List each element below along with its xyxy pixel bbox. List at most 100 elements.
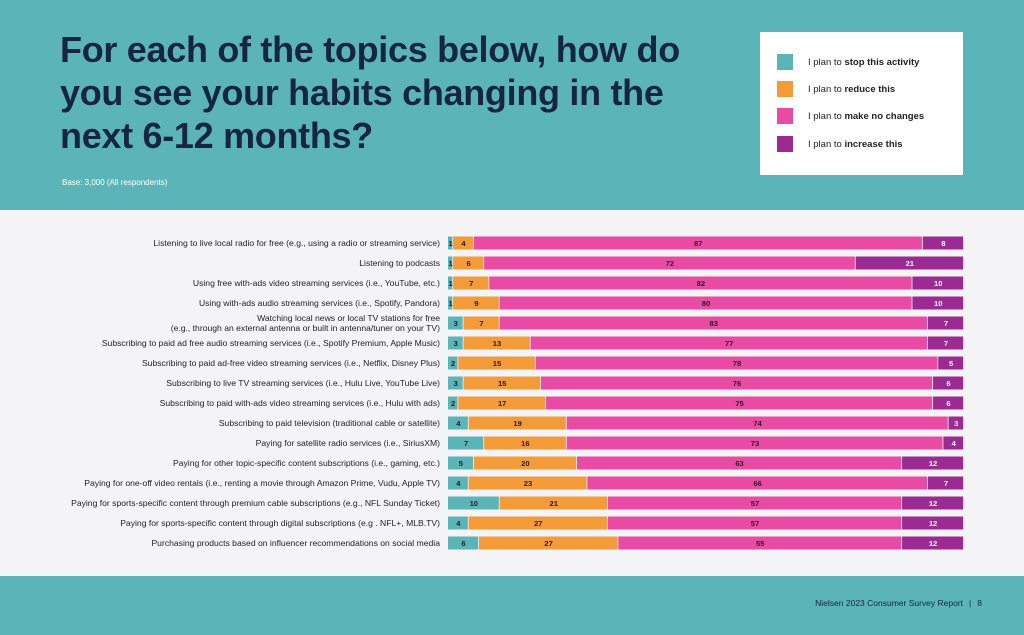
bar-increase-row-12	[902, 456, 964, 470]
bar-stop-row-2	[448, 256, 453, 270]
legend-swatch-increase	[777, 136, 793, 152]
value-label-stop-row-6: 3	[454, 339, 458, 348]
legend-text-reduce: I plan to reduce this	[808, 83, 896, 95]
row-label-4: Using with-ads audio streaming services …	[199, 298, 440, 308]
row-label-14: Paying for sports-specific content throu…	[71, 498, 440, 508]
value-label-reduce-row-8: 15	[498, 379, 507, 388]
bar-reduce-row-1	[453, 236, 473, 250]
value-label-increase-row-8: 6	[946, 379, 950, 388]
bar-no-change-row-3	[489, 276, 912, 290]
bar-no-change-row-15	[607, 516, 902, 530]
bar-reduce-row-4	[453, 296, 499, 310]
value-label-increase-row-12: 12	[929, 459, 937, 468]
value-label-no-change-row-4: 80	[702, 299, 710, 308]
value-label-increase-row-1: 8	[941, 239, 945, 248]
value-label-reduce-row-12: 20	[521, 459, 529, 468]
bar-stop-row-11	[448, 436, 484, 450]
value-label-reduce-row-7: 15	[493, 359, 502, 368]
legend-item-stop: I plan to stop this activity	[777, 53, 919, 71]
bar-reduce-row-14	[499, 496, 608, 510]
bar-no-change-row-7	[535, 356, 938, 370]
bar-no-change-row-12	[577, 456, 902, 470]
value-label-stop-row-2: 1	[448, 259, 453, 268]
value-label-increase-row-14: 12	[929, 499, 937, 508]
bar-stop-row-8	[448, 376, 463, 390]
value-label-reduce-row-3: 7	[469, 279, 473, 288]
bar-no-change-row-6	[530, 336, 928, 350]
stacked-bar-chart: Listening to live local radio for free (…	[71, 236, 964, 550]
value-label-increase-row-7: 5	[949, 359, 954, 368]
value-label-stop-row-1: 1	[448, 239, 453, 248]
value-label-no-change-row-1: 87	[694, 239, 702, 248]
bar-stop-row-4	[448, 296, 453, 310]
bar-increase-row-15	[902, 516, 964, 530]
value-label-stop-row-9: 2	[451, 399, 455, 408]
bar-increase-row-2	[855, 256, 964, 270]
value-label-no-change-row-5: 83	[710, 319, 718, 328]
row-label-5-line-2: (e.g., through an external antenna or bu…	[171, 323, 440, 333]
bar-no-change-row-2	[484, 256, 855, 270]
value-label-reduce-row-16: 27	[544, 539, 552, 548]
row-label-12: Paying for other topic-specific content …	[173, 458, 440, 468]
row-label-10: Subscribing to paid television (traditio…	[219, 418, 440, 428]
row-label-1: Listening to live local radio for free (…	[153, 238, 440, 248]
value-label-no-change-row-9: 75	[735, 399, 744, 408]
bar-reduce-row-11	[484, 436, 566, 450]
bar-reduce-row-7	[458, 356, 535, 370]
legend: I plan to stop this activity I plan to r…	[760, 32, 963, 175]
value-label-stop-row-7: 2	[451, 359, 455, 368]
row-label-16: Purchasing products based on influencer …	[151, 538, 440, 548]
bar-no-change-row-8	[540, 376, 933, 390]
bar-increase-row-9	[933, 396, 964, 410]
value-label-reduce-row-4: 9	[474, 299, 478, 308]
bar-stop-row-12	[448, 456, 473, 470]
bar-reduce-row-12	[473, 456, 577, 470]
header-band: For each of the topics below, how do you…	[0, 0, 1024, 210]
bar-stop-row-5	[448, 316, 463, 330]
bar-increase-row-6	[927, 336, 964, 350]
value-label-increase-row-16: 12	[929, 539, 937, 548]
value-label-reduce-row-2: 6	[467, 259, 471, 268]
bar-stop-row-3	[448, 276, 453, 290]
value-label-reduce-row-11: 16	[521, 439, 529, 448]
value-label-no-change-row-3: 82	[697, 279, 705, 288]
legend-item-no-change: I plan to make no changes	[777, 107, 924, 125]
bar-stop-row-1	[448, 236, 453, 250]
bar-stop-row-13	[448, 476, 468, 490]
bar-reduce-row-2	[453, 256, 484, 270]
value-label-no-change-row-6: 77	[725, 339, 733, 348]
value-label-no-change-row-11: 73	[751, 439, 759, 448]
bar-no-change-row-5	[499, 316, 928, 330]
bar-increase-row-8	[933, 376, 964, 390]
row-label-2: Listening to podcasts	[359, 258, 440, 268]
value-label-reduce-row-9: 17	[498, 399, 506, 408]
value-label-stop-row-11: 7	[464, 439, 468, 448]
row-label-11: Paying for satellite radio services (i.e…	[256, 438, 440, 448]
bar-reduce-row-16	[478, 536, 618, 550]
value-label-increase-row-4: 10	[934, 299, 942, 308]
legend-text-no-change: I plan to make no changes	[808, 110, 925, 122]
row-label-8: Subscribing to live TV streaming service…	[166, 378, 440, 388]
value-label-increase-row-3: 10	[934, 279, 942, 288]
row-label-9: Subscribing to paid with-ads video strea…	[160, 398, 441, 408]
footer-report-name: Nielsen 2023 Consumer Survey Report	[815, 598, 964, 608]
value-label-reduce-row-14: 21	[550, 499, 559, 508]
legend-item-reduce: I plan to reduce this	[777, 80, 895, 98]
bar-no-change-row-10	[566, 416, 948, 430]
value-label-stop-row-13: 4	[456, 479, 461, 488]
legend-swatch-reduce	[777, 81, 793, 97]
value-label-no-change-row-14: 57	[751, 499, 759, 508]
value-label-stop-row-3: 1	[448, 279, 453, 288]
row-label-15: Paying for sports-specific content throu…	[120, 518, 440, 528]
legend-text-increase: I plan to increase this	[808, 138, 903, 150]
bar-stop-row-9	[448, 396, 458, 410]
bar-increase-row-14	[902, 496, 964, 510]
value-label-increase-row-2: 21	[906, 259, 915, 268]
bar-increase-row-4	[912, 296, 964, 310]
chart-area: Listening to live local radio for free (…	[0, 210, 1024, 576]
value-label-no-change-row-8: 76	[733, 379, 741, 388]
bar-increase-row-16	[902, 536, 964, 550]
value-label-no-change-row-15: 57	[751, 519, 759, 528]
bar-increase-row-13	[927, 476, 964, 490]
bar-increase-row-5	[927, 316, 964, 330]
